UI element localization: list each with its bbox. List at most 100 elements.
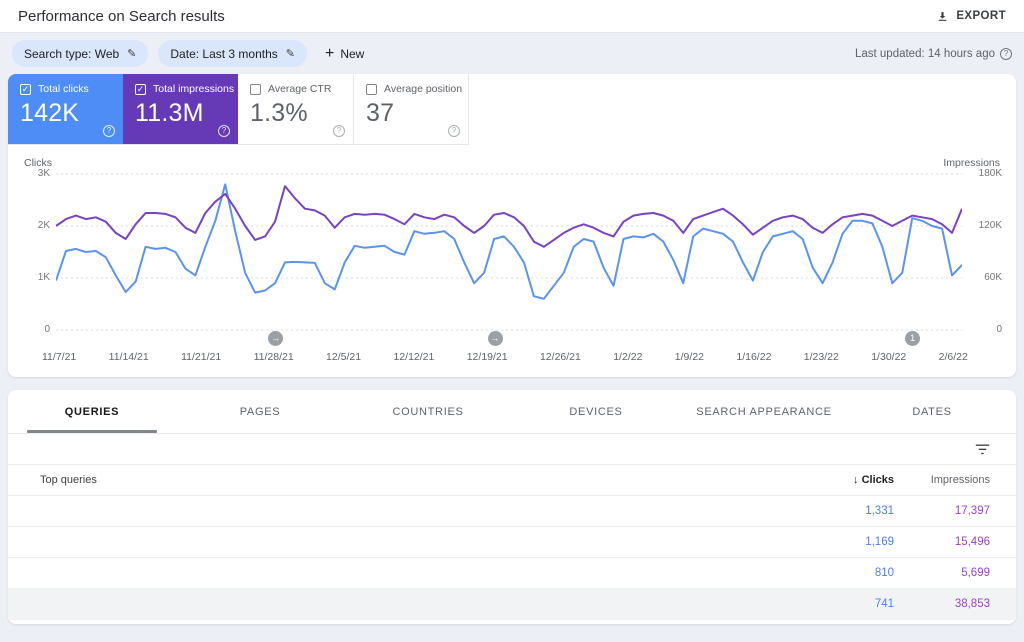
edit-pencil-icon: ✎ — [127, 48, 137, 60]
new-filter-label: New — [340, 46, 365, 61]
x-axis-date: 11/7/21 — [42, 351, 77, 363]
checked-checkbox-icon[interactable]: ✓ — [20, 83, 31, 95]
metric-value: 142K — [20, 99, 80, 127]
help-icon[interactable]: ? — [1000, 47, 1012, 60]
last-updated-label: Last updated: 14 hours ago — [854, 47, 995, 60]
metric-cards: ✓ Total clicks 142K ? ✓ Total impression… — [8, 74, 469, 145]
clicks-value: 810 — [874, 567, 894, 579]
metric-value: 37 — [366, 99, 395, 127]
tab-pages[interactable]: PAGES — [239, 405, 281, 418]
time-series-chart: Clicks Impressions 3K 2K 1K 0 → → 1 180K 120K 6… — [8, 145, 1016, 377]
filter-icon[interactable] — [975, 443, 990, 456]
filter-band: Search type: Web ✎ Date: Last 3 months ✎… — [0, 33, 1024, 74]
x-axis-date-labels: 11/7/21 11/14/21 11/21/21 11/28/21 12/5/21 12… — [42, 351, 968, 363]
tab-dates[interactable]: DATES — [912, 405, 952, 418]
impressions-column-header[interactable]: Impressions — [930, 474, 990, 486]
download-icon — [936, 10, 949, 23]
x-axis-date: 2/6/22 — [938, 351, 968, 363]
unchecked-checkbox-icon[interactable]: ✓ — [366, 83, 377, 95]
impressions-value: 15,496 — [954, 536, 990, 548]
search-type-chip-label: Search type: Web — [24, 46, 120, 61]
search-type-chip[interactable]: Search type: Web ✎ — [12, 40, 149, 67]
right-axis-tick: 0 — [996, 324, 1002, 335]
right-axis-ticks: 180K 120K 60K 0 — [962, 168, 1002, 344]
table-filter-row — [8, 434, 1016, 465]
average-ctr-card[interactable]: ✓ Average CTR 1.3% ? — [238, 74, 353, 144]
x-axis-date: 1/23/22 — [803, 351, 839, 363]
clicks-value: 1,169 — [865, 536, 894, 548]
total-clicks-card[interactable]: ✓ Total clicks 142K ? — [8, 74, 123, 144]
plus-icon: + — [325, 44, 335, 62]
dimensions-table-panel: QUERIES PAGES COUNTRIES DEVICES SEARCH A… — [8, 390, 1016, 624]
impressions-value: 38,853 — [954, 598, 990, 610]
performance-chart-panel: ✓ Total clicks 142K ? ✓ Total impression… — [8, 74, 1016, 377]
table-header-row: Top queries ↓ Clicks Impressions — [8, 465, 1016, 496]
right-axis-tick: 60K — [984, 272, 1002, 283]
tab-search-appearance[interactable]: SEARCH APPEARANCE — [696, 405, 832, 418]
sort-descending-icon: ↓ — [853, 474, 859, 486]
clicks-header-label: Clicks — [861, 474, 894, 486]
average-position-card[interactable]: ✓ Average position 37 ? — [353, 74, 468, 144]
date-chip-label: Date: Last 3 months — [170, 46, 278, 61]
metric-label: Average position — [384, 83, 463, 95]
clicks-column-header[interactable]: ↓ Clicks — [744, 474, 894, 486]
new-filter-button[interactable]: + New — [317, 45, 372, 63]
left-axis-tick: 2K — [37, 220, 50, 231]
x-axis-date: 1/16/22 — [736, 351, 772, 363]
checked-checkbox-icon[interactable]: ✓ — [135, 83, 146, 95]
metric-label: Total impressions — [153, 83, 235, 95]
help-icon[interactable]: ? — [218, 125, 230, 137]
x-axis-date: 12/12/21 — [393, 351, 435, 363]
x-axis-date: 11/14/21 — [108, 351, 149, 363]
top-queries-header: Top queries — [40, 474, 97, 486]
left-axis-tick: 0 — [44, 324, 50, 335]
metric-label: Total clicks — [38, 83, 89, 95]
export-label: EXPORT — [956, 10, 1006, 22]
left-axis-title: Clicks — [24, 157, 52, 169]
right-axis-tick: 180K — [978, 168, 1002, 179]
date-range-chip[interactable]: Date: Last 3 months ✎ — [158, 40, 307, 67]
left-axis-tick: 3K — [37, 168, 50, 179]
unchecked-checkbox-icon[interactable]: ✓ — [250, 83, 261, 95]
impressions-value: 5,699 — [961, 567, 990, 579]
metric-value: 11.3M — [135, 99, 204, 127]
x-axis-date: 1/2/22 — [613, 351, 643, 363]
left-axis-tick: 1K — [37, 272, 50, 283]
metric-value: 1.3% — [250, 99, 308, 127]
annotation-marker[interactable]: → — [487, 331, 503, 346]
x-axis-date: 12/26/21 — [539, 351, 581, 363]
right-axis-title: Impressions — [943, 157, 1000, 169]
metric-label: Average CTR — [268, 83, 332, 95]
tab-countries[interactable]: COUNTRIES — [392, 405, 464, 418]
help-icon[interactable]: ? — [448, 125, 460, 137]
chart-plot-area[interactable]: → → 1 — [56, 172, 962, 346]
table-row[interactable]: 1,331 17,397 — [8, 496, 1016, 527]
right-axis-tick: 120K — [978, 220, 1002, 231]
x-axis-date: 12/5/21 — [326, 351, 362, 363]
clicks-value: 741 — [874, 598, 894, 610]
edit-pencil-icon: ✎ — [285, 48, 295, 60]
impressions-value: 17,397 — [954, 505, 990, 517]
chart-lines — [56, 172, 962, 344]
annotation-marker[interactable]: → — [268, 331, 284, 346]
help-icon[interactable]: ? — [103, 125, 115, 137]
x-axis-date: 1/30/22 — [871, 351, 907, 363]
tab-queries[interactable]: QUERIES — [8, 390, 176, 433]
last-updated-text: Last updated: 14 hours ago ? — [854, 47, 1012, 60]
x-axis-date: 1/9/22 — [674, 351, 704, 363]
annotation-marker[interactable]: 1 — [905, 331, 921, 346]
x-axis-date: 11/28/21 — [253, 351, 294, 363]
dimension-tabs: QUERIES PAGES COUNTRIES DEVICES SEARCH A… — [8, 390, 1016, 434]
x-axis-date: 12/19/21 — [466, 351, 508, 363]
x-axis-date: 11/21/21 — [181, 351, 222, 363]
table-row[interactable]: 741 38,853 — [8, 589, 1016, 620]
table-row[interactable]: 1,169 15,496 — [8, 527, 1016, 558]
export-button[interactable]: EXPORT — [936, 10, 1006, 23]
left-axis-ticks: 3K 2K 1K 0 — [22, 168, 56, 344]
total-impressions-card[interactable]: ✓ Total impressions 11.3M ? — [123, 74, 238, 144]
help-icon[interactable]: ? — [333, 125, 345, 137]
tab-devices[interactable]: DEVICES — [569, 405, 623, 418]
clicks-value: 1,331 — [865, 505, 894, 517]
table-row[interactable]: 810 5,699 — [8, 558, 1016, 589]
page-title: Performance on Search results — [18, 7, 225, 25]
